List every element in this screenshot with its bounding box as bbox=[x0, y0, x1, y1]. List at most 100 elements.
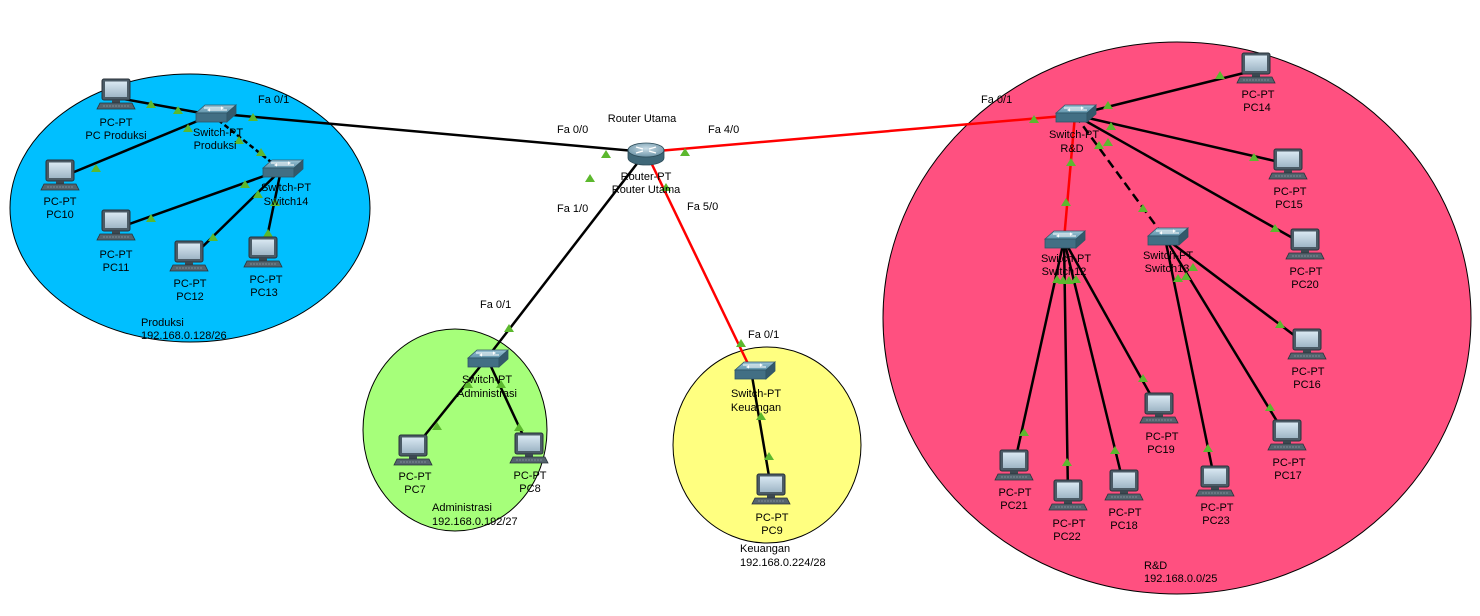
link-pc12-switch14[interactable] bbox=[190, 169, 282, 259]
pc-type-label: PC-PT bbox=[514, 470, 547, 482]
switch-administrasi[interactable]: Switch-PT Administrasi bbox=[457, 349, 517, 400]
pc-pc9[interactable]: PC-PT PC9 bbox=[751, 473, 791, 537]
pc-icon bbox=[1139, 392, 1179, 424]
pc-pc18[interactable]: PC-PT PC18 bbox=[1104, 469, 1144, 532]
port-up-icon bbox=[146, 214, 156, 222]
zone-administrasi-name: Administrasi bbox=[432, 502, 492, 514]
port-up-icon bbox=[1249, 153, 1259, 161]
zone-administrasi bbox=[362, 328, 548, 532]
switch-type-label: Switch-PT bbox=[731, 388, 781, 400]
pc-name-label: PC20 bbox=[1291, 279, 1319, 291]
pc-type-label: PC-PT bbox=[399, 471, 432, 483]
pc-pc12[interactable]: PC-PT PC12 bbox=[169, 240, 209, 303]
pc-pc14[interactable]: PC-PT PC14 bbox=[1236, 52, 1276, 114]
switch-keuangan[interactable]: Switch-PT Keuangan bbox=[731, 361, 781, 414]
port-label-router-fa00: Fa 0/0 bbox=[557, 124, 588, 136]
pc-pc13[interactable]: PC-PT PC13 bbox=[243, 236, 283, 299]
pc-icon bbox=[169, 240, 209, 272]
pc-icon bbox=[393, 434, 433, 466]
link-router-rnd[interactable] bbox=[645, 113, 1076, 154]
port-label-rnd-fa01: Fa 0/1 bbox=[981, 94, 1012, 106]
pc-pc20[interactable]: PC-PT PC20 bbox=[1285, 228, 1325, 291]
zone-rnd bbox=[882, 41, 1472, 595]
port-up-icon bbox=[248, 113, 258, 121]
pc-type-label: PC-PT bbox=[1290, 266, 1323, 278]
link-router-produksi[interactable] bbox=[232, 113, 647, 154]
pc-icon bbox=[96, 78, 136, 110]
port-up-icon bbox=[1181, 272, 1191, 280]
port-up-icon bbox=[432, 422, 442, 430]
port-up-icon bbox=[1138, 204, 1148, 212]
pc-pc15[interactable]: PC-PT PC15 bbox=[1268, 148, 1308, 211]
pc-pc19[interactable]: PC-PT PC19 bbox=[1139, 392, 1179, 456]
port-up-icon bbox=[1064, 276, 1074, 284]
link-pc11-switch14[interactable] bbox=[117, 168, 282, 230]
switch-icon bbox=[262, 159, 304, 178]
switch-name-label: Switch12 bbox=[1042, 266, 1087, 278]
link-sw13-pc23[interactable] bbox=[1163, 237, 1217, 483]
pc-type-label: PC-PT bbox=[1292, 366, 1325, 378]
pc-pc21[interactable]: PC-PT PC21 bbox=[994, 449, 1034, 512]
port-up-icon bbox=[496, 380, 506, 388]
pc-pc16[interactable]: PC-PT PC16 bbox=[1287, 328, 1327, 391]
port-labels: Fa 0/0 Fa 1/0 Fa 4/0 Fa 5/0 Fa 0/1 Fa 0/… bbox=[258, 94, 1012, 341]
link-pcproduksi-switch[interactable] bbox=[117, 96, 213, 117]
link-keu-pc9[interactable] bbox=[749, 369, 773, 489]
pc-icon bbox=[1048, 479, 1088, 511]
zone-rnd-subnet: 192.168.0.0/25 bbox=[1144, 573, 1217, 585]
zone-captions: Produksi 192.168.0.128/26 Administrasi 1… bbox=[141, 317, 1217, 585]
zone-rnd-name: R&D bbox=[1144, 560, 1167, 572]
pc-pc17[interactable]: PC-PT PC17 bbox=[1267, 419, 1307, 482]
switch-switch13[interactable]: Switch-PT Switch13 bbox=[1143, 227, 1193, 275]
zone-produksi bbox=[9, 73, 371, 343]
link-rnd-pc20[interactable] bbox=[1074, 113, 1306, 247]
zone-administrasi-subnet: 192.168.0.192/27 bbox=[432, 516, 518, 528]
pc-icon bbox=[1268, 148, 1308, 180]
port-up-icon bbox=[1052, 275, 1062, 283]
port-up-icon bbox=[463, 380, 473, 388]
port-up-icon bbox=[173, 106, 183, 114]
pc-name-label: PC Produksi bbox=[85, 130, 146, 142]
port-up-icon bbox=[263, 229, 273, 237]
router-title-label: Router Utama bbox=[608, 113, 677, 125]
router-type-label: Router-PT bbox=[621, 171, 672, 183]
port-up-icon bbox=[764, 452, 774, 460]
switch-icon bbox=[734, 361, 776, 380]
pc-pc23[interactable]: PC-PT PC23 bbox=[1195, 465, 1235, 527]
router-router-utama[interactable]: Router Utama Router-PT Router Utama bbox=[608, 113, 681, 196]
switch-switch12[interactable]: Switch-PT Switch12 bbox=[1041, 230, 1091, 278]
pc-icon bbox=[751, 473, 791, 505]
switch-name-label: Switch14 bbox=[264, 196, 309, 208]
link-rnd-switch12[interactable] bbox=[1062, 114, 1077, 241]
pc-pc22[interactable]: PC-PT PC22 bbox=[1048, 479, 1088, 543]
port-up-icon bbox=[1188, 263, 1198, 271]
pc-pc10[interactable]: PC-PT PC10 bbox=[40, 159, 80, 221]
pc-icon bbox=[1267, 419, 1307, 451]
pc-name-label: PC15 bbox=[1275, 199, 1303, 211]
port-up-icon bbox=[1265, 403, 1275, 411]
pc-icon bbox=[1285, 228, 1325, 260]
link-sw13-pc17[interactable] bbox=[1163, 237, 1288, 437]
pc-pc7[interactable]: PC-PT PC7 bbox=[393, 434, 433, 496]
port-up-icon bbox=[1138, 374, 1148, 382]
port-up-icon bbox=[1103, 138, 1113, 146]
link-produksi-switch14[interactable] bbox=[211, 114, 282, 171]
switch-produksi[interactable]: Switch-PT Produksi bbox=[193, 104, 243, 152]
link-pc10-switch[interactable] bbox=[61, 113, 213, 179]
port-up-icon bbox=[680, 148, 690, 156]
switch-rnd[interactable]: Switch-PT R&D bbox=[1049, 104, 1099, 155]
switch-switch14[interactable]: Switch-PT Switch14 bbox=[261, 159, 311, 208]
link-rnd-switch13[interactable] bbox=[1073, 114, 1167, 239]
pc-pc11[interactable]: PC-PT PC11 bbox=[96, 209, 136, 274]
pc-name-label: PC19 bbox=[1147, 444, 1175, 456]
pc-type-label: PC-PT bbox=[1109, 507, 1142, 519]
pc-type-label: PC-PT bbox=[1146, 431, 1179, 443]
switch-name-label: Keuangan bbox=[731, 402, 781, 414]
zone-produksi-name: Produksi bbox=[141, 317, 184, 329]
pc-type-label: PC-PT bbox=[756, 512, 789, 524]
port-up-icon bbox=[736, 339, 746, 347]
pc-pc-produksi[interactable]: PC-PT PC Produksi bbox=[85, 78, 147, 142]
pc-pc8[interactable]: PC-PT PC8 bbox=[509, 432, 549, 495]
link-router-administrasi[interactable] bbox=[486, 151, 647, 359]
